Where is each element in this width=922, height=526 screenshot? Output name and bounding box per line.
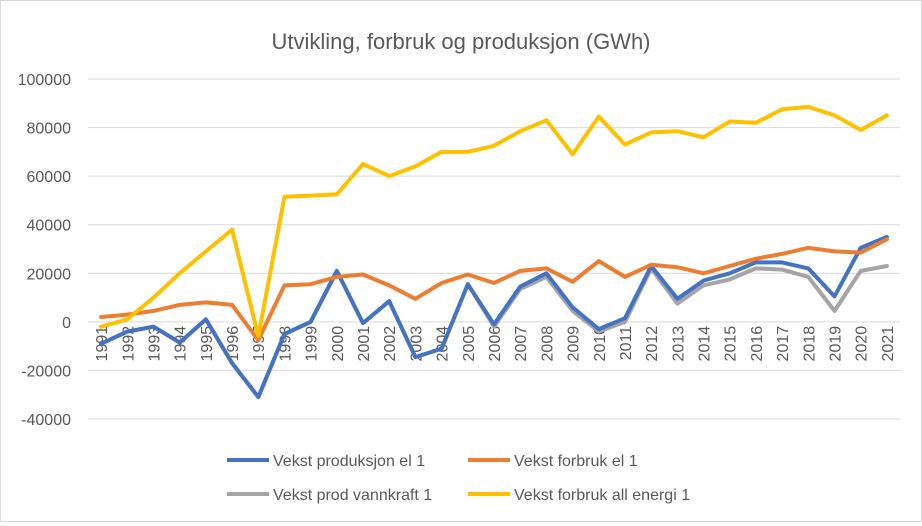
y-tick-label: 60000 bbox=[27, 169, 72, 186]
series-line-2 bbox=[99, 237, 889, 343]
x-tick-label: 2017 bbox=[775, 326, 792, 362]
x-tick-label: 2013 bbox=[670, 326, 687, 362]
x-tick-label: 2000 bbox=[330, 326, 347, 362]
x-tick-label: 2019 bbox=[828, 326, 845, 362]
chart-title: Utvikling, forbruk og produksjon (GWh) bbox=[271, 29, 650, 54]
legend-label: Vekst forbruk all energi 1 bbox=[514, 487, 690, 504]
legend-label: Vekst prod vannkraft 1 bbox=[273, 487, 432, 504]
y-tick-label: 20000 bbox=[27, 266, 72, 283]
y-tick-label: 100000 bbox=[18, 72, 71, 89]
x-tick-label: 2008 bbox=[539, 326, 556, 362]
y-tick-label: -40000 bbox=[21, 412, 71, 429]
legend-label: Vekst forbruk el 1 bbox=[514, 453, 638, 470]
x-tick-label: 1996 bbox=[225, 326, 242, 362]
x-tick-label: 2010 bbox=[592, 326, 609, 362]
x-tick-label: 2005 bbox=[461, 326, 478, 362]
x-tick-label: 2015 bbox=[723, 326, 740, 362]
y-tick-label: -20000 bbox=[21, 363, 71, 380]
x-tick-label: 1993 bbox=[146, 326, 163, 362]
y-tick-label: 80000 bbox=[27, 121, 72, 138]
x-tick-label: 2012 bbox=[644, 326, 661, 362]
x-tick-label: 2011 bbox=[618, 326, 635, 361]
x-tick-label: 1999 bbox=[304, 326, 321, 362]
legend: Vekst produksjon el 1 Vekst forbruk el 1 V… bbox=[227, 453, 690, 504]
x-tick-label: 2002 bbox=[382, 326, 399, 362]
x-tick-label: 2020 bbox=[854, 326, 871, 362]
x-tick-label: 2014 bbox=[697, 326, 714, 362]
x-tick-label: 2021 bbox=[880, 326, 897, 362]
x-tick-label: 2018 bbox=[801, 326, 818, 362]
x-tick-label: 2006 bbox=[487, 326, 504, 362]
y-tick-label: 0 bbox=[62, 315, 71, 332]
series-line-4 bbox=[99, 104, 889, 339]
x-tick-label: 1995 bbox=[199, 326, 216, 362]
y-tick-label: 40000 bbox=[27, 218, 72, 235]
series-line-1 bbox=[99, 234, 889, 400]
x-tick-label: 2016 bbox=[749, 326, 766, 362]
x-tick-label: 2007 bbox=[513, 326, 530, 362]
y-axis-labels: -40000 -20000 0 20000 40000 60000 80000 100000 bbox=[18, 72, 71, 429]
series-lines bbox=[99, 104, 889, 400]
x-tick-label: 2009 bbox=[566, 326, 583, 362]
x-tick-label: 1998 bbox=[277, 326, 294, 362]
x-tick-label: 2001 bbox=[356, 326, 373, 362]
x-axis-labels: 1991 1992 1993 1994 1995 1996 1997 1998 1999 2000… bbox=[94, 326, 897, 362]
legend-label: Vekst produksjon el 1 bbox=[273, 453, 425, 470]
